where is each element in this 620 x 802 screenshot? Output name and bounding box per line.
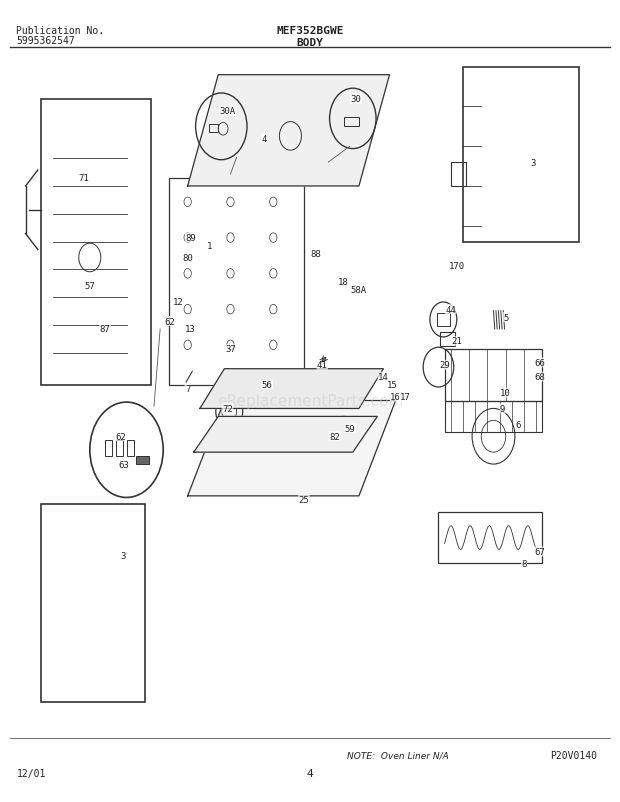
Text: 21: 21: [451, 337, 462, 346]
Text: 170: 170: [449, 261, 465, 270]
Text: 12: 12: [173, 298, 184, 306]
Bar: [41, 504, 145, 703]
Polygon shape: [194, 417, 378, 452]
Bar: [438, 512, 542, 564]
Polygon shape: [188, 401, 396, 496]
Bar: [343, 118, 359, 128]
Text: eReplacementParts.com: eReplacementParts.com: [217, 394, 403, 408]
Text: 63: 63: [118, 460, 129, 469]
Text: BODY: BODY: [296, 38, 324, 47]
Bar: [463, 67, 579, 242]
Text: 41: 41: [317, 361, 327, 370]
Bar: [445, 401, 542, 433]
Text: 10: 10: [500, 388, 511, 398]
Text: 58A: 58A: [351, 286, 367, 294]
Polygon shape: [188, 75, 389, 187]
Text: 15: 15: [388, 381, 398, 390]
Bar: [436, 314, 450, 326]
Bar: [41, 99, 151, 385]
Text: 5: 5: [503, 313, 508, 322]
Bar: [136, 456, 149, 464]
Text: 57: 57: [84, 282, 95, 290]
Text: NOTE:  Oven Liner N/A: NOTE: Oven Liner N/A: [347, 751, 448, 759]
Text: 14: 14: [378, 373, 389, 382]
Bar: [127, 440, 135, 456]
Text: 30: 30: [350, 95, 361, 104]
Text: 71: 71: [78, 174, 89, 184]
Text: 66: 66: [534, 358, 545, 367]
Bar: [451, 163, 466, 187]
Text: 17: 17: [399, 392, 410, 402]
Text: 72: 72: [222, 404, 232, 414]
Text: 4: 4: [307, 768, 313, 778]
Text: 5995362547: 5995362547: [16, 36, 75, 46]
Text: 62: 62: [164, 317, 175, 326]
Text: 25: 25: [298, 496, 309, 504]
Bar: [169, 179, 304, 385]
Bar: [445, 350, 542, 401]
Text: 29: 29: [439, 361, 450, 370]
Text: 37: 37: [225, 345, 236, 354]
Text: 56: 56: [262, 381, 273, 390]
Text: 18: 18: [339, 277, 349, 286]
Bar: [116, 440, 123, 456]
Text: 12/01: 12/01: [16, 768, 46, 778]
Text: 7: 7: [185, 385, 190, 394]
Text: 1: 1: [206, 241, 212, 251]
Text: 6: 6: [515, 420, 521, 429]
Text: 3: 3: [531, 159, 536, 168]
Text: 30A: 30A: [219, 107, 236, 115]
Text: 62: 62: [115, 432, 126, 441]
Text: 4: 4: [262, 135, 267, 144]
Text: 80: 80: [182, 253, 193, 262]
Polygon shape: [200, 369, 383, 409]
Text: P20V0140: P20V0140: [551, 750, 598, 759]
Bar: [440, 333, 455, 347]
Bar: [209, 125, 218, 133]
Text: 67: 67: [534, 547, 545, 557]
Text: 16: 16: [390, 392, 401, 402]
Text: 8: 8: [521, 559, 527, 568]
Text: 44: 44: [445, 306, 456, 314]
Text: 89: 89: [185, 234, 196, 243]
Text: 3: 3: [121, 551, 126, 561]
Text: 9: 9: [500, 404, 505, 414]
Text: MEF352BGWE: MEF352BGWE: [277, 26, 343, 36]
Text: 68: 68: [534, 373, 545, 382]
Text: 13: 13: [185, 325, 196, 334]
Text: 88: 88: [311, 249, 322, 259]
Text: 59: 59: [344, 424, 355, 433]
Text: 87: 87: [100, 325, 110, 334]
Text: 82: 82: [329, 432, 340, 441]
Bar: [105, 440, 112, 456]
Text: Publication No.: Publication No.: [16, 26, 105, 36]
